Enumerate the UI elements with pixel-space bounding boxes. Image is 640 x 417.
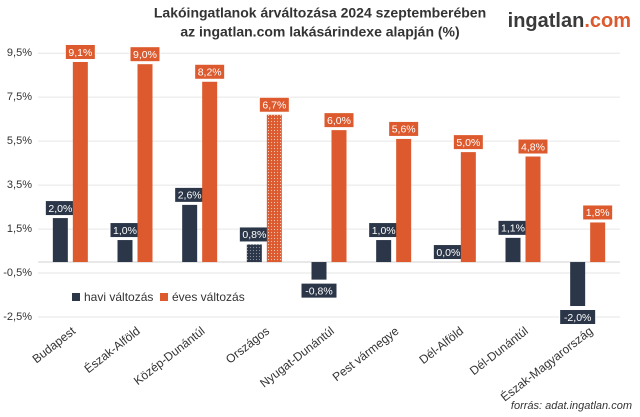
y-tick-label: 3,5% bbox=[7, 179, 32, 191]
legend-label: éves változás bbox=[172, 290, 245, 304]
y-tick-label: -0,5% bbox=[3, 267, 32, 279]
bar bbox=[331, 130, 347, 263]
y-tick-label: 9,5% bbox=[7, 47, 32, 59]
value-label-box bbox=[300, 282, 338, 299]
value-label-box bbox=[517, 138, 549, 155]
bar bbox=[570, 262, 586, 307]
value-label: 9,1% bbox=[68, 47, 92, 59]
value-label-box bbox=[582, 204, 614, 221]
value-label: 5,0% bbox=[456, 137, 480, 149]
x-tick-label: Észak-Alföld bbox=[81, 323, 143, 376]
bar bbox=[396, 138, 412, 263]
x-tick-label: Dél-Dunántúl bbox=[467, 324, 531, 378]
value-label: 8,2% bbox=[198, 67, 222, 79]
value-label: 1,8% bbox=[586, 207, 610, 219]
source: forrás: adat.ingatlan.com bbox=[511, 400, 632, 412]
value-label: -0,8% bbox=[305, 285, 332, 297]
chart-title: Lakóingatlanok árváltozása 2024 szeptemb… bbox=[154, 5, 486, 21]
logo: ingatlan.com bbox=[508, 10, 631, 32]
legend-swatch bbox=[160, 293, 168, 301]
bar bbox=[72, 61, 88, 263]
value-label-box bbox=[452, 134, 484, 151]
value-label: -2,0% bbox=[564, 312, 591, 324]
bar bbox=[182, 204, 198, 263]
value-label-box bbox=[129, 46, 161, 63]
value-label: 1,0% bbox=[113, 225, 137, 237]
bar bbox=[266, 114, 282, 263]
y-tick-label: 1,5% bbox=[7, 223, 32, 235]
bar bbox=[460, 152, 476, 263]
bar bbox=[117, 240, 133, 263]
y-tick-label: 7,5% bbox=[7, 91, 32, 103]
value-label: 6,0% bbox=[327, 115, 351, 127]
value-label: 0,8% bbox=[242, 229, 266, 241]
value-label-box bbox=[388, 120, 420, 137]
bar bbox=[525, 156, 541, 263]
legend-swatch bbox=[72, 293, 80, 301]
bar bbox=[52, 218, 68, 263]
value-label: 5,6% bbox=[392, 124, 416, 136]
value-label: 2,0% bbox=[48, 203, 72, 215]
bar bbox=[202, 81, 218, 263]
x-tick-label: Pest vármegye bbox=[330, 324, 402, 385]
bar bbox=[376, 240, 392, 263]
value-label: 9,0% bbox=[133, 49, 157, 61]
logo-suffix: .com bbox=[584, 10, 631, 32]
chart-subtitle: az ingatlan.com lakásárindexe alapján (%… bbox=[180, 24, 459, 40]
value-label-box bbox=[64, 43, 96, 60]
bar bbox=[505, 237, 521, 263]
value-label-box bbox=[323, 112, 355, 129]
y-tick-label: 5,5% bbox=[7, 135, 32, 147]
x-tick-label: Dél-Alföld bbox=[417, 324, 467, 367]
x-tick-label: Budapest bbox=[30, 323, 79, 366]
bar bbox=[590, 222, 606, 263]
value-label: 6,7% bbox=[262, 100, 286, 112]
logo-main: ingatlan bbox=[508, 10, 585, 32]
bar bbox=[246, 244, 262, 263]
x-tick-label: Országos bbox=[223, 324, 272, 367]
value-label-box bbox=[559, 309, 597, 326]
value-label: 2,6% bbox=[178, 190, 202, 202]
value-label-box bbox=[258, 96, 290, 113]
legend-label: havi változás bbox=[84, 290, 153, 304]
bar bbox=[137, 64, 153, 263]
x-tick-label: Közép-Dunántúl bbox=[131, 324, 207, 388]
value-label: 4,8% bbox=[521, 141, 545, 153]
y-tick-label: -2,5% bbox=[3, 311, 32, 323]
bar bbox=[311, 262, 327, 280]
value-label-box bbox=[194, 63, 226, 80]
value-label: 1,0% bbox=[372, 225, 396, 237]
value-label: 0,0% bbox=[436, 247, 460, 259]
value-label: 1,1% bbox=[501, 223, 525, 235]
